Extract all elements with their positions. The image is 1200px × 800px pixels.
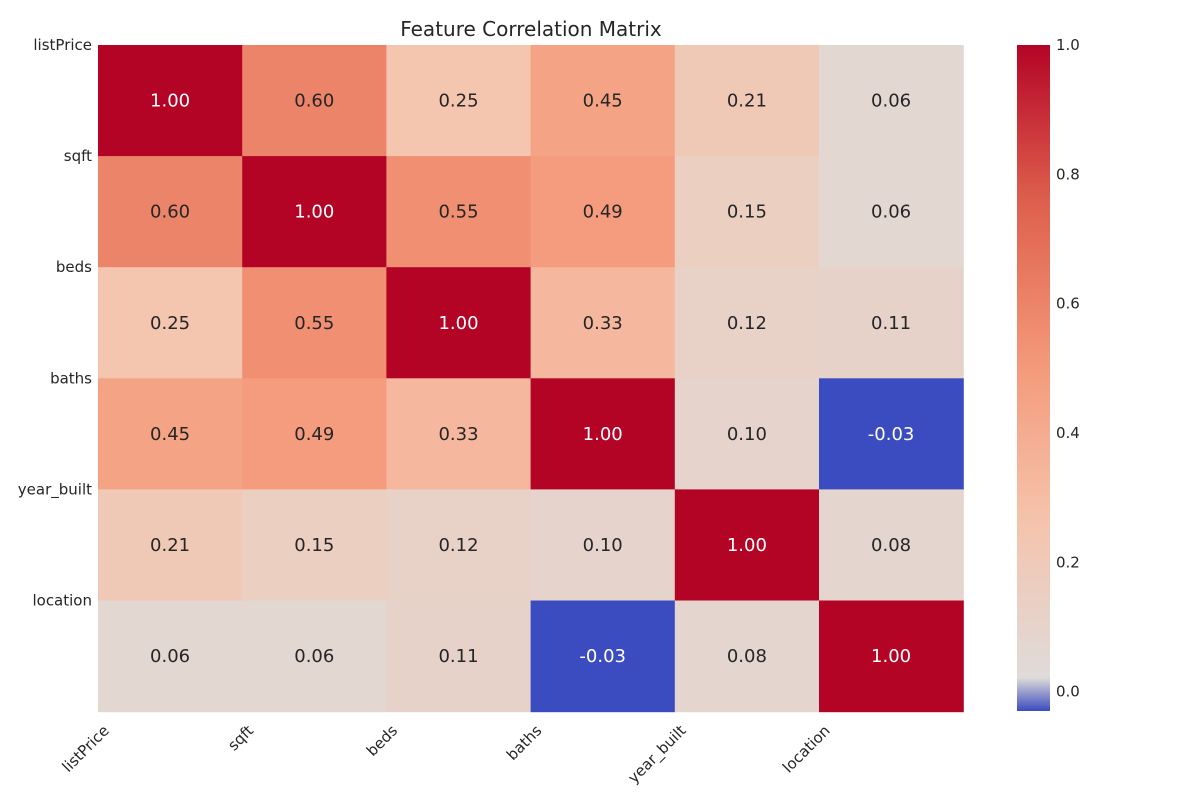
heatmap-cell [530,267,676,379]
heatmap-cell [386,378,532,490]
y-axis-tick-label: location [32,592,92,610]
x-axis-tick-label: location [779,722,834,777]
heatmap-cell-value: 1.00 [727,535,767,556]
heatmap-cell-value: 0.25 [438,91,478,112]
heatmap-cell-value: 0.12 [438,535,478,556]
heatmap-cell [242,378,387,490]
heatmap-cell [530,600,676,713]
heatmap-cell-value: 0.45 [583,91,623,112]
heatmap-cell-value: 0.25 [150,313,190,334]
y-axis-tick-label: listPrice [33,36,92,54]
heatmap-cell [98,156,243,268]
colorbar-tick-labels: 0.0 0.2 0.4 0.6 0.8 1.0 [1056,36,1080,701]
heatmap-cell-value: -0.03 [868,424,915,445]
heatmap-cells [98,45,964,713]
heatmap-cell [530,378,676,490]
colorbar-tick-label: 0.8 [1056,165,1080,183]
heatmap-cell-value: 0.21 [150,535,190,556]
x-axis-tick-label: listPrice [59,722,113,776]
heatmap-cell [386,600,532,713]
x-axis-tick-label: baths [503,721,545,763]
heatmap-cell [242,45,387,157]
heatmap-cell [98,600,243,713]
heatmap-cell [674,267,820,379]
y-axis-tick-label: beds [56,258,92,276]
heatmap-cell-value: 0.12 [727,313,767,334]
heatmap-cell [530,489,676,602]
heatmap-cell [530,45,676,157]
heatmap-cell [674,600,820,713]
heatmap-cell [819,489,964,602]
heatmap-cell-value: 0.15 [727,202,767,223]
heatmap-cell [674,45,820,157]
heatmap-cell [386,156,532,268]
heatmap-cell [819,156,964,268]
x-axis-tick-label: year_built [624,722,690,788]
y-axis-tick-labels: listPrice sqft beds baths year_built location [18,36,92,610]
heatmap-cell-value: 0.33 [583,313,623,334]
heatmap-cell-value: 0.15 [294,535,334,556]
heatmap-cell [242,600,387,713]
heatmap-cell [386,267,532,379]
y-axis-tick-label: year_built [18,480,92,499]
heatmap-cell-value: 0.55 [294,313,334,334]
x-axis-tick-labels: listPrice sqft beds baths year_built location [59,721,834,787]
heatmap-cell [819,267,964,379]
heatmap-cell-value: 0.10 [583,535,623,556]
heatmap-cell-value: 0.10 [727,424,767,445]
chart-title: Feature Correlation Matrix [400,17,662,41]
heatmap-cell-value: 1.00 [871,646,911,667]
heatmap-cell [98,267,243,379]
y-axis-tick-label: sqft [64,147,92,165]
heatmap-cell [674,156,820,268]
heatmap-cell [98,489,243,602]
heatmap-cell-value: 1.00 [150,91,190,112]
colorbar-tick-label: 1.0 [1056,36,1080,54]
heatmap-cell-value: 1.00 [583,424,623,445]
heatmap-cell-value: 0.06 [150,646,190,667]
heatmap-cell-value: 0.60 [150,202,190,223]
heatmap-cell [242,267,387,379]
heatmap-cell-value: 0.06 [294,646,334,667]
heatmap-cell-value: 0.06 [871,202,911,223]
heatmap-cell-labels: 1.00 0.60 0.25 0.45 0.21 0.06 0.60 1.00 0.55 0.49… [150,91,915,667]
x-axis-tick-label: sqft [224,722,257,755]
colorbar [1017,45,1050,711]
heatmap-cell-value: 1.00 [294,202,334,223]
heatmap-cell-value: 0.49 [583,202,623,223]
x-axis-tick-label: beds [363,721,401,759]
heatmap-cell [386,45,532,157]
heatmap-cell [819,378,964,490]
heatmap-cell [674,489,820,602]
heatmap-cell-value: 0.49 [294,424,334,445]
heatmap-cell [98,378,243,490]
heatmap-cell-value: 0.11 [871,313,911,334]
heatmap-cell-value: 0.60 [294,91,334,112]
colorbar-tick-label: 0.0 [1056,683,1080,701]
heatmap-cell [674,378,820,490]
heatmap-cell-value: 0.21 [727,91,767,112]
colorbar-tick-label: 0.6 [1056,295,1080,313]
heatmap-cell [819,45,964,157]
heatmap-cell-value: 0.55 [438,202,478,223]
heatmap-cell-value: -0.03 [579,646,626,667]
heatmap-cell [242,156,387,268]
heatmap-cell [530,156,676,268]
heatmap-cell-value: 0.06 [871,91,911,112]
heatmap-cell [242,489,387,602]
heatmap-cell-value: 0.08 [871,535,911,556]
heatmap-cell-value: 0.33 [438,424,478,445]
heatmap-cell-value: 1.00 [438,313,478,334]
heatmap-cell [98,45,243,157]
heatmap-cell [819,600,964,713]
heatmap-cell-value: 0.08 [727,646,767,667]
heatmap-cell-value: 0.11 [438,646,478,667]
colorbar-tick-label: 0.4 [1056,424,1080,442]
heatmap-cell [386,489,532,602]
y-axis-tick-label: baths [50,369,92,387]
colorbar-tick-label: 0.2 [1056,553,1080,571]
heatmap-cell-value: 0.45 [150,424,190,445]
